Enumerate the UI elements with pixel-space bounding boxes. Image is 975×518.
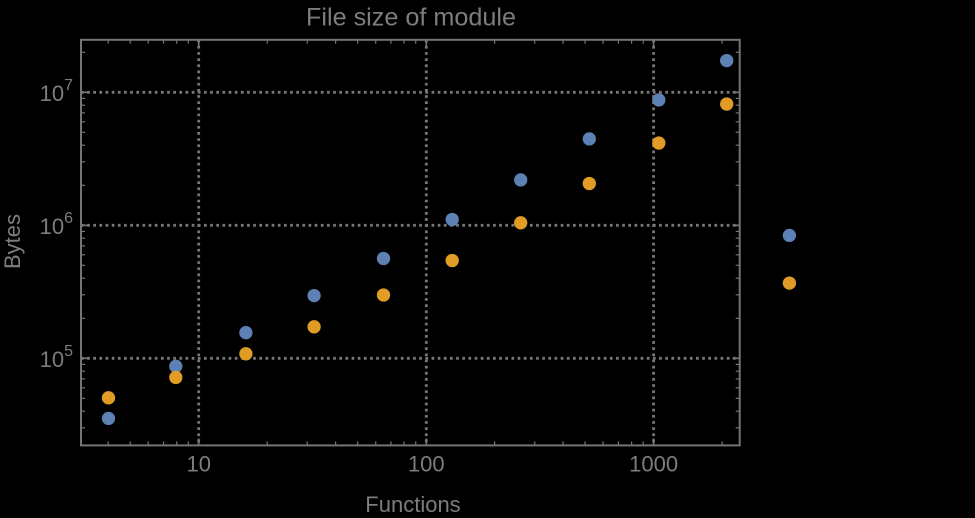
svg-text:1000: 1000 — [629, 451, 678, 476]
svg-text:File size of module: File size of module — [306, 3, 516, 31]
svg-text:10: 10 — [186, 451, 210, 476]
svg-text:Functions: Functions — [365, 492, 460, 513]
svg-text:Bytes: Bytes — [0, 214, 25, 269]
svg-text:100: 100 — [408, 451, 445, 476]
